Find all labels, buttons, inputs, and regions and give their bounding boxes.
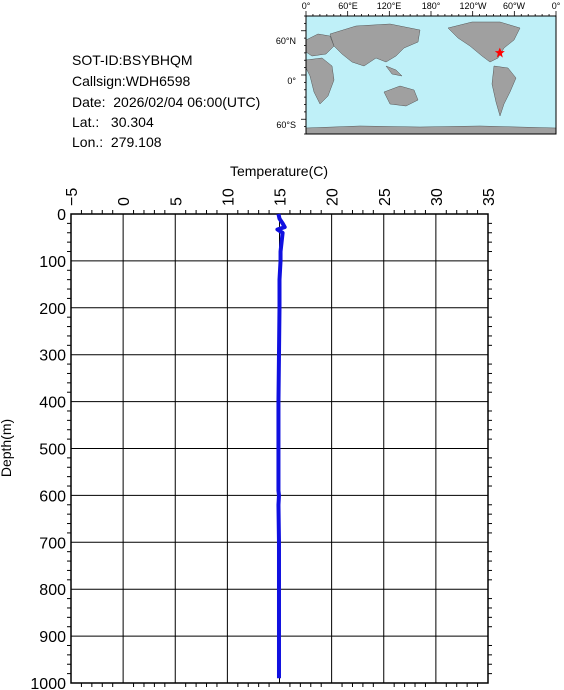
map-ticks bbox=[301, 11, 557, 135]
y-tick-label: 0 bbox=[57, 207, 66, 224]
longitude-label: Lon.: 279.108 bbox=[72, 134, 162, 150]
map-lon-label-0: 0° bbox=[302, 1, 311, 11]
map-lat-label-60n: 60°N bbox=[276, 36, 296, 46]
y-tick-label: 500 bbox=[39, 442, 66, 459]
y-tick-label: 100 bbox=[39, 254, 66, 271]
map-lon-label-120e: 120°E bbox=[377, 1, 402, 11]
location-star-marker bbox=[494, 47, 505, 58]
x-axis-title: Temperature(C) bbox=[230, 163, 328, 179]
map-lat-label-60s: 60°S bbox=[276, 120, 296, 130]
map-lon-label-0-end: 0° bbox=[552, 1, 561, 11]
x-tick-label: 0 bbox=[116, 197, 133, 206]
x-tick-label: 30 bbox=[429, 188, 446, 206]
y-tick-label: 900 bbox=[39, 629, 66, 646]
y-tick-label: 1000 bbox=[30, 676, 66, 690]
temperature-profile-line bbox=[275, 213, 287, 679]
y-tick-label: 200 bbox=[39, 301, 66, 318]
x-tick-label: 35 bbox=[481, 188, 498, 206]
y-tick-label: 400 bbox=[39, 395, 66, 412]
map-land bbox=[305, 21, 557, 135]
location-map: 0° 60°E 120°E 180° 120°W 60°W 0° 60°N 0°… bbox=[276, 1, 561, 135]
y-tick-label: 800 bbox=[39, 582, 66, 599]
y-tick-label: 700 bbox=[39, 535, 66, 552]
y-axis-title: Depth(m) bbox=[0, 419, 14, 477]
map-lat-label-0: 0° bbox=[287, 76, 296, 86]
y-tick-labels: 0 100 200 300 400 500 600 700 800 900 1000 bbox=[30, 207, 66, 690]
x-tick-label: 15 bbox=[273, 188, 290, 206]
x-tick-label: 5 bbox=[168, 197, 185, 206]
x-tick-label: 25 bbox=[377, 188, 394, 206]
x-tick-label: −5 bbox=[64, 188, 81, 206]
x-tick-label: 10 bbox=[220, 188, 237, 206]
map-lon-label-60w: 60°W bbox=[503, 1, 526, 11]
date-label: Date: 2026/02/04 06:00(UTC) bbox=[72, 94, 261, 110]
callsign-label: Callsign:WDH6598 bbox=[72, 73, 191, 89]
map-lon-label-120w: 120°W bbox=[459, 1, 487, 11]
x-tick-label: 20 bbox=[325, 188, 342, 206]
y-tick-label: 300 bbox=[39, 348, 66, 365]
location-marker-icon bbox=[494, 47, 505, 58]
x-tick-labels: −5 0 5 10 15 20 25 30 35 bbox=[64, 188, 498, 206]
latitude-label: Lat.: 30.304 bbox=[72, 114, 154, 130]
map-lon-label-180: 180° bbox=[422, 1, 441, 11]
sot-id-label: SOT-ID:BSYBHQM bbox=[72, 52, 193, 68]
y-tick-label: 600 bbox=[39, 488, 66, 505]
map-lon-label-60e: 60°E bbox=[338, 1, 358, 11]
